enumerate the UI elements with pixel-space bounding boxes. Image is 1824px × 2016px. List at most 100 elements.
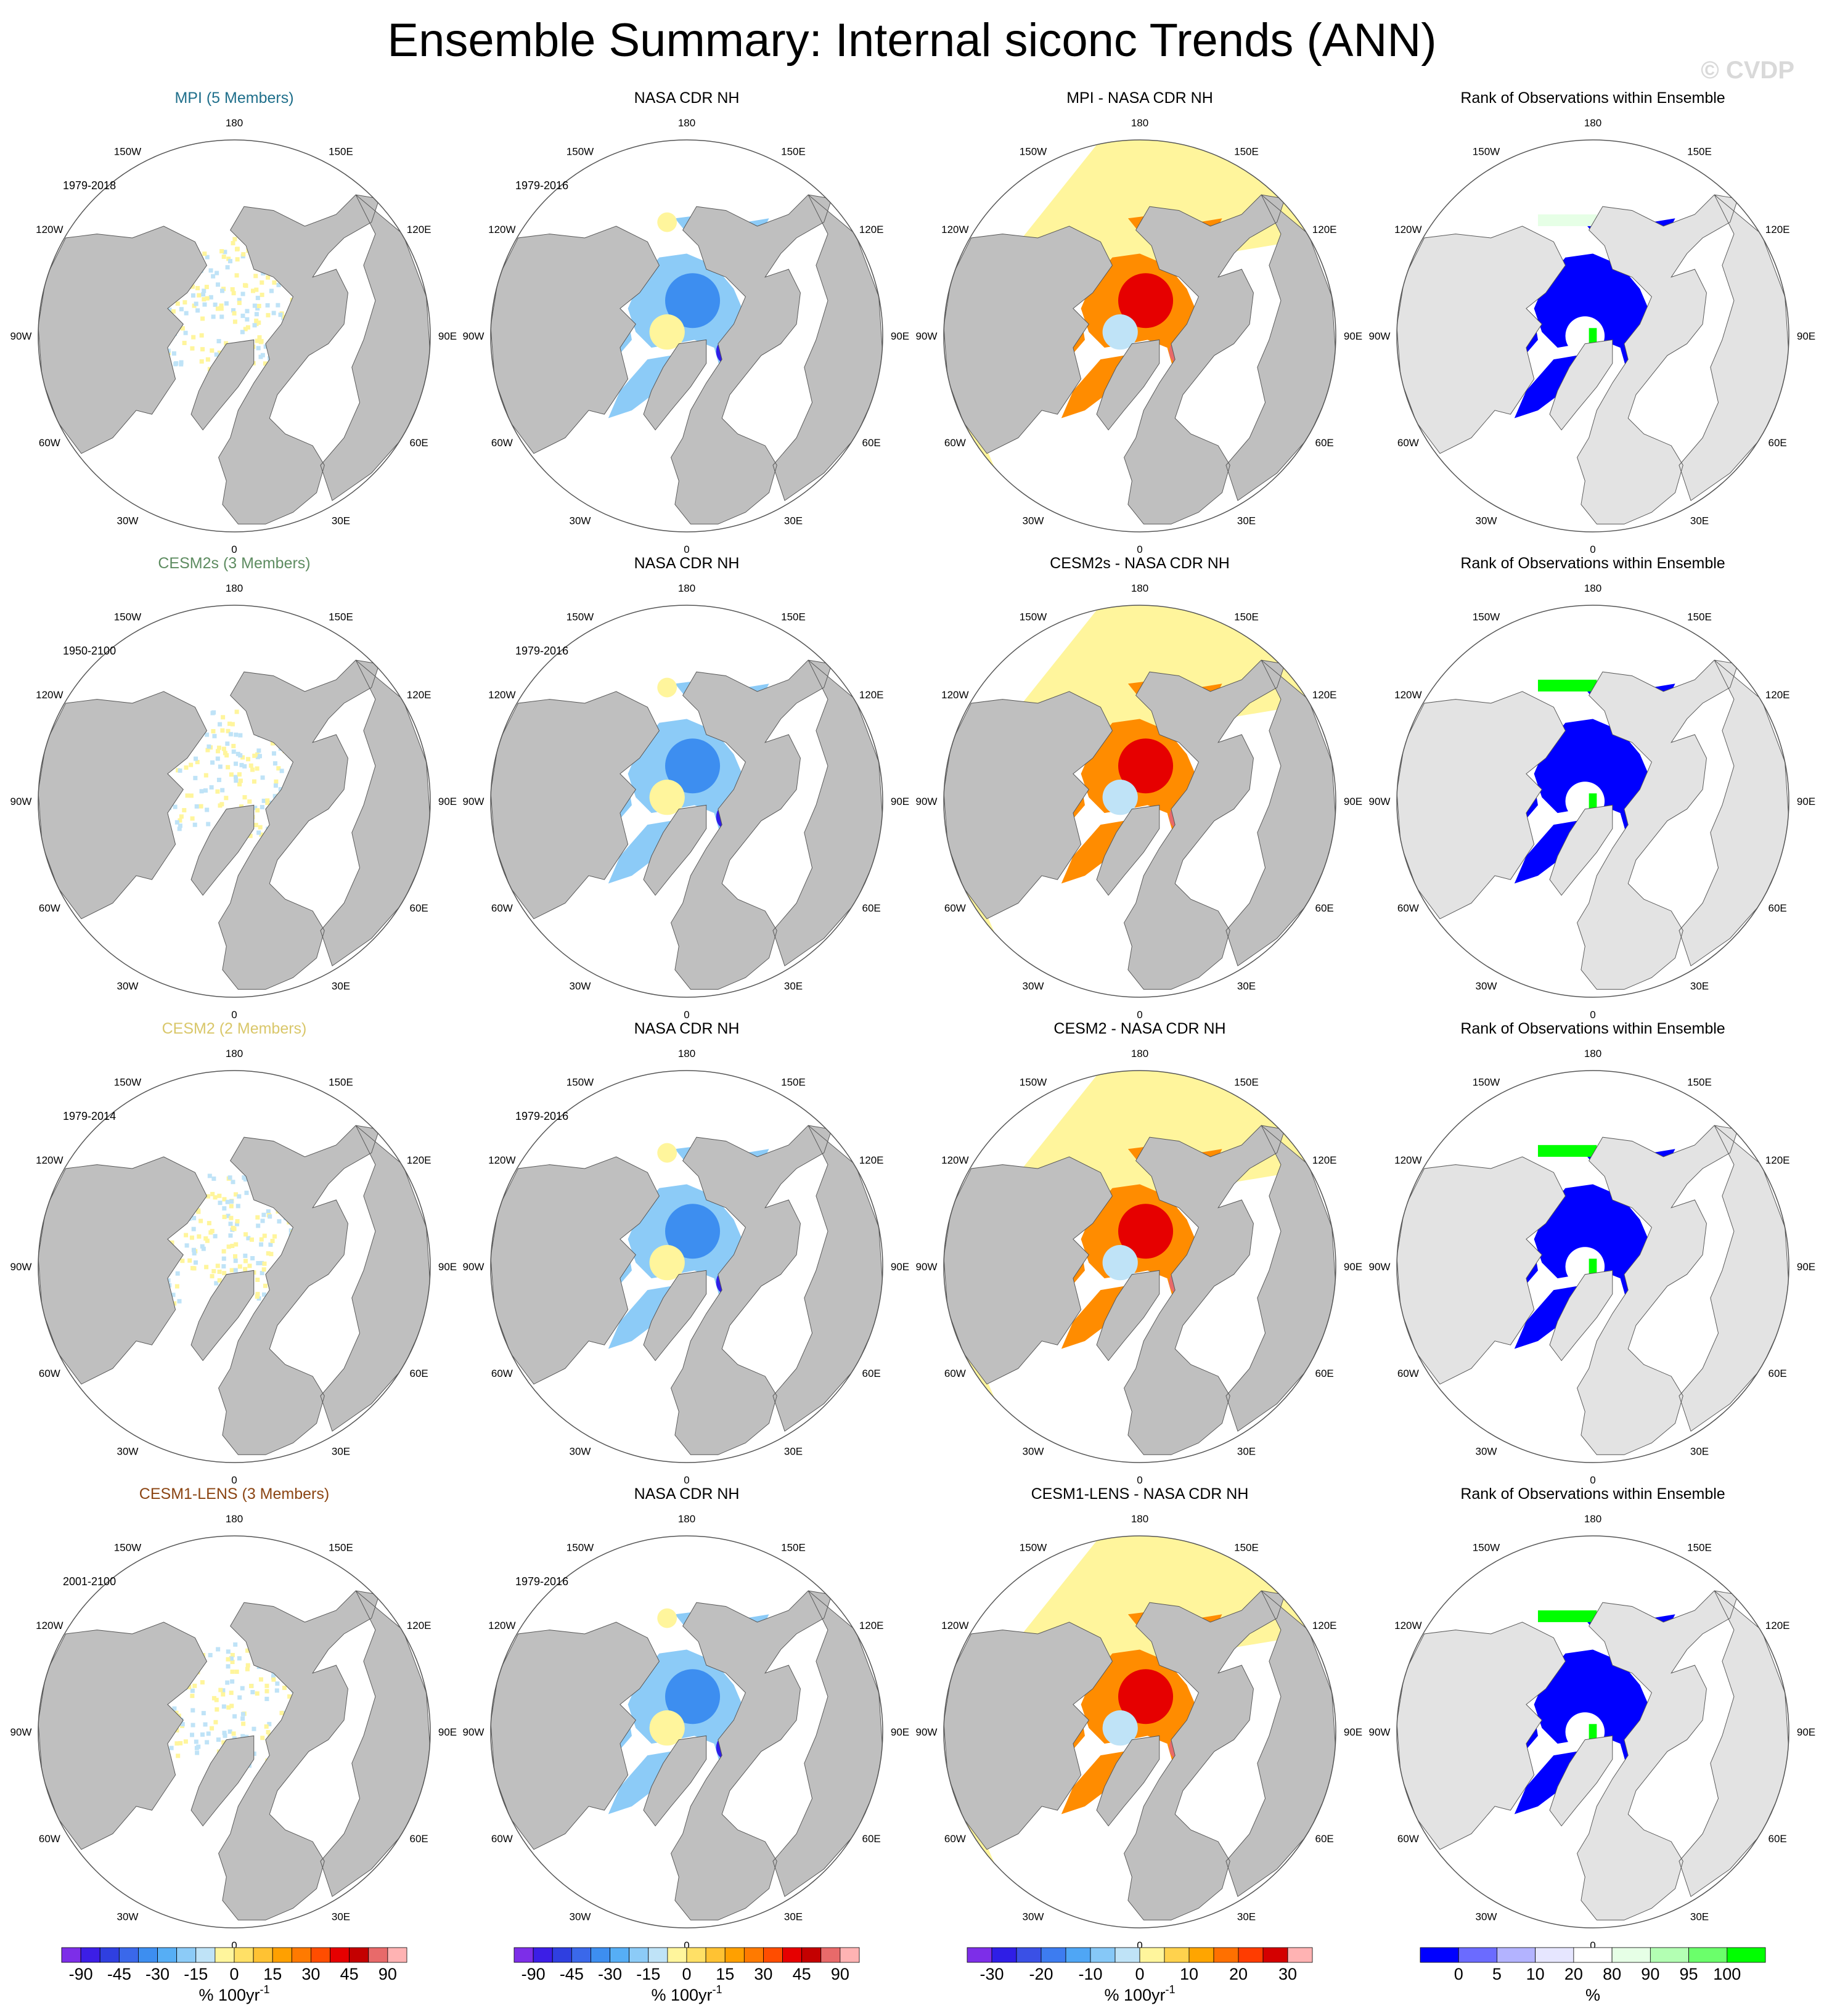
longitude-label: 120W bbox=[1394, 1620, 1421, 1631]
longitude-label: 60W bbox=[1397, 1833, 1419, 1845]
colorbar-swatch bbox=[1573, 1947, 1613, 1963]
longitude-label: 30W bbox=[117, 1911, 139, 1923]
colorbar-swatch bbox=[368, 1947, 388, 1963]
longitude-label: 60E bbox=[1315, 902, 1334, 914]
rank-patch bbox=[1537, 1145, 1597, 1157]
longitude-label: 120W bbox=[941, 224, 968, 235]
rank-patch bbox=[1537, 679, 1597, 692]
page-title: Ensemble Summary: Internal siconc Trends… bbox=[387, 14, 1437, 67]
colorbar-swatch bbox=[1065, 1947, 1091, 1963]
colorbar-swatch bbox=[215, 1947, 235, 1963]
longitude-label: 120W bbox=[36, 689, 63, 701]
longitude-label: 150E bbox=[1687, 611, 1712, 622]
longitude-label: 60W bbox=[491, 902, 513, 914]
longitude-label: 120W bbox=[36, 1154, 63, 1166]
longitude-label: 30E bbox=[332, 981, 350, 992]
longitude-label: 180 bbox=[1131, 117, 1148, 129]
colorbar-swatch bbox=[629, 1947, 649, 1963]
colorbar-swatch bbox=[686, 1947, 706, 1963]
longitude-label: 60W bbox=[39, 437, 60, 449]
longitude-label: 30E bbox=[332, 515, 350, 527]
colorbar-swatch bbox=[80, 1947, 100, 1963]
longitude-label: 30W bbox=[1476, 1446, 1497, 1458]
longitude-label: 90E bbox=[891, 796, 909, 807]
longitude-label: 60E bbox=[1769, 437, 1787, 449]
longitude-label: 60E bbox=[410, 1833, 428, 1845]
longitude-label: 60E bbox=[1769, 1833, 1787, 1845]
colorbar-tick-label: 30 bbox=[301, 1965, 320, 1983]
colorbar: 0 5 10 20 80 90 95 100% bbox=[1420, 1947, 1766, 2004]
map-panel: NASA CDR NH 1979-2016 180 150E 120E 90E 60E 30E… bbox=[463, 89, 910, 555]
longitude-label: 150E bbox=[329, 611, 353, 622]
longitude-label: 30E bbox=[784, 1446, 803, 1458]
colorbar-swatch bbox=[1650, 1947, 1689, 1963]
longitude-label: 90W bbox=[916, 796, 938, 807]
longitude-label: 0 bbox=[1590, 1940, 1595, 1951]
map-boundary bbox=[1396, 1535, 1789, 1928]
longitude-label: 180 bbox=[1584, 582, 1601, 594]
colorbar-swatch bbox=[1016, 1947, 1042, 1963]
longitude-label: 180 bbox=[1584, 1513, 1601, 1525]
longitude-label: 180 bbox=[678, 582, 695, 594]
colorbar-tick-label: 15 bbox=[263, 1965, 282, 1983]
longitude-label: 150W bbox=[1020, 1076, 1047, 1088]
longitude-label: 150E bbox=[1687, 1076, 1712, 1088]
panel-title: MPI - NASA CDR NH bbox=[1066, 89, 1213, 107]
colorbar-tick-label: -15 bbox=[184, 1965, 208, 1983]
colorbar-swatch bbox=[820, 1947, 841, 1963]
longitude-label: 120W bbox=[36, 1620, 63, 1631]
colorbar-swatch bbox=[840, 1947, 860, 1963]
colorbar-tick-label: 0 bbox=[682, 1965, 691, 1983]
map-panel: Rank of Observations within Ensemble 180 1… bbox=[1369, 1485, 1816, 1951]
colorbar-swatch bbox=[176, 1947, 197, 1963]
longitude-label: 0 bbox=[1137, 1474, 1142, 1486]
longitude-label: 60W bbox=[944, 1368, 966, 1379]
longitude-label: 30W bbox=[1023, 1446, 1044, 1458]
colorbar-swatch bbox=[743, 1947, 764, 1963]
longitude-label: 150E bbox=[781, 145, 806, 157]
longitude-label: 60E bbox=[1315, 437, 1334, 449]
trend-patch bbox=[649, 780, 685, 815]
colorbar-swatch bbox=[552, 1947, 572, 1963]
longitude-label: 30E bbox=[1690, 1446, 1709, 1458]
longitude-label: 60E bbox=[862, 902, 881, 914]
trend-patch bbox=[665, 273, 721, 329]
trend-patch bbox=[657, 212, 677, 232]
colorbar-swatch bbox=[1164, 1947, 1190, 1963]
map-boundary bbox=[490, 1070, 883, 1463]
trend-patch bbox=[1102, 780, 1138, 815]
panel-title: Rank of Observations within Ensemble bbox=[1460, 89, 1725, 107]
colorbar-tick-label: -30 bbox=[145, 1965, 170, 1983]
longitude-label: 120W bbox=[941, 689, 968, 701]
longitude-label: 30E bbox=[1690, 981, 1709, 992]
map-panel: CESM2 (2 Members) 1979-2014 180 150E 120E 90E… bbox=[10, 1020, 457, 1486]
longitude-label: 150W bbox=[1473, 145, 1500, 157]
map-panel: NASA CDR NH 1979-2016 180 150E 120E 90E 60E 30E… bbox=[463, 1485, 910, 1951]
longitude-label: 30E bbox=[1237, 1446, 1256, 1458]
longitude-label: 30W bbox=[117, 981, 139, 992]
longitude-label: 60W bbox=[944, 902, 966, 914]
longitude-label: 60W bbox=[944, 437, 966, 449]
longitude-label: 60E bbox=[862, 437, 881, 449]
longitude-label: 120E bbox=[1765, 224, 1790, 235]
longitude-label: 60E bbox=[1769, 1368, 1787, 1379]
colorbar-swatch bbox=[801, 1947, 822, 1963]
map-panel: CESM1-LENS - NASA CDR NH 180 150E 120E 90E 60… bbox=[916, 1485, 1363, 1951]
colorbar-swatch bbox=[1497, 1947, 1536, 1963]
longitude-label: 30E bbox=[332, 1911, 350, 1923]
longitude-label: 180 bbox=[1131, 1513, 1148, 1525]
longitude-label: 90E bbox=[1797, 330, 1815, 342]
colorbar-tick-label: 45 bbox=[340, 1965, 359, 1983]
colorbar-swatch bbox=[157, 1947, 178, 1963]
longitude-label: 180 bbox=[1584, 1048, 1601, 1059]
longitude-label: 120W bbox=[36, 224, 63, 235]
colorbar: -30 -20 -10 0 10 20 30 % 100yr-1 bbox=[967, 1947, 1313, 2004]
map-panel: CESM2s (3 Members) 1950-2100 180 150E 120E 90… bbox=[10, 555, 457, 1021]
longitude-label: 90E bbox=[891, 1726, 909, 1738]
colorbar-swatch bbox=[591, 1947, 610, 1963]
longitude-label: 120E bbox=[407, 224, 431, 235]
map-boundary bbox=[943, 1070, 1336, 1463]
colorbar-swatch bbox=[118, 1947, 139, 1963]
longitude-label: 30W bbox=[570, 981, 591, 992]
